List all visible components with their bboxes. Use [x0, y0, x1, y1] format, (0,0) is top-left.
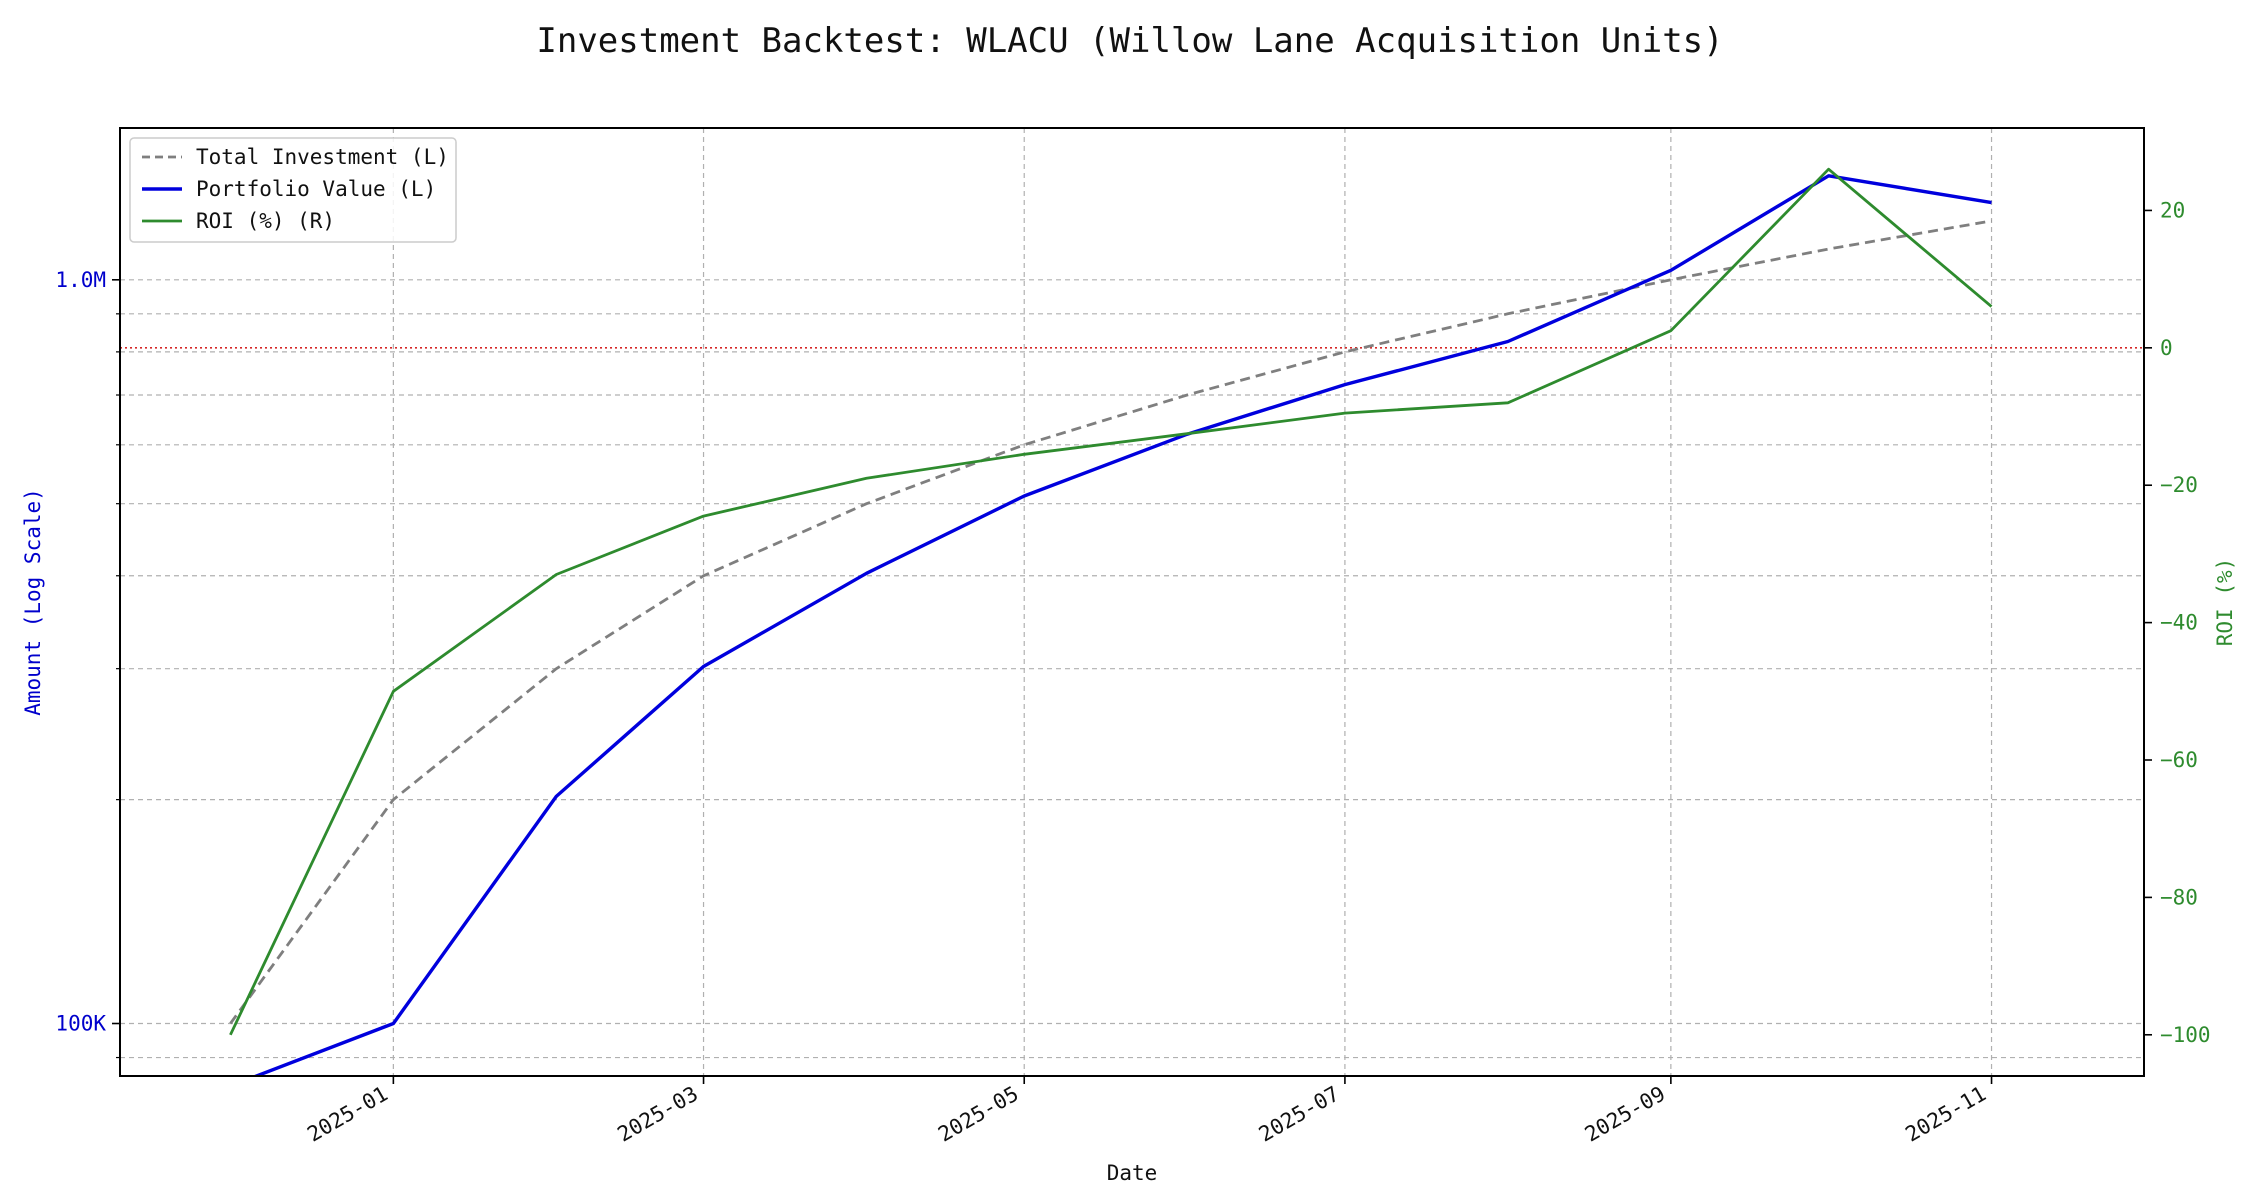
series-layer	[229, 167, 1993, 1076]
legend-label: Portfolio Value (L)	[196, 177, 436, 201]
x-tick-label: 2025-05	[934, 1082, 1023, 1147]
right-tick-label: 20	[2160, 198, 2185, 222]
right-tick-label: −20	[2160, 473, 2198, 497]
grid-lines	[120, 128, 2144, 1076]
x-axis-ticks: 2025-01 2025-03 2025-05 2025-07 2025-09 2025-…	[303, 1076, 1993, 1147]
chart-title: Investment Backtest: WLACU (Willow Lane …	[536, 21, 1723, 61]
left-tick-label: 1.0M	[55, 268, 106, 292]
x-tick-label: 2025-01	[303, 1082, 392, 1147]
right-tick-label: −40	[2160, 611, 2198, 635]
x-tick-label: 2025-07	[1255, 1082, 1344, 1147]
left-axis-label: Amount (Log Scale)	[21, 488, 45, 716]
right-axis-label: ROI (%)	[2213, 558, 2237, 647]
x-tick-label: 2025-09	[1581, 1082, 1670, 1147]
right-tick-label: −60	[2160, 748, 2198, 772]
right-tick-label: −80	[2160, 885, 2198, 909]
x-axis-label: Date	[1107, 1161, 1158, 1185]
right-tick-label: −100	[2160, 1023, 2211, 1047]
x-tick-label: 2025-03	[613, 1082, 702, 1147]
right-axis-ticks: 20 0 −20 −40 −60 −80 −100	[2144, 198, 2211, 1047]
left-tick-label: 100K	[55, 1012, 106, 1036]
series-line-roi-r	[229, 167, 1993, 1036]
x-tick-label: 2025-11	[1901, 1082, 1990, 1147]
legend-box	[129, 137, 457, 243]
legend-label: ROI (%) (R)	[196, 209, 335, 233]
series-line-total-investment-l	[229, 219, 1992, 1025]
legend-label: Total Investment (L)	[196, 145, 449, 169]
series-line-portfolio-value-l	[251, 174, 1992, 1076]
left-axis-ticks: 100K 1.0M	[55, 268, 120, 1059]
plot-frame	[119, 127, 2145, 1077]
legend: Total Investment (L) Portfolio Value (L) R…	[129, 137, 457, 243]
right-tick-label: 0	[2160, 336, 2173, 360]
